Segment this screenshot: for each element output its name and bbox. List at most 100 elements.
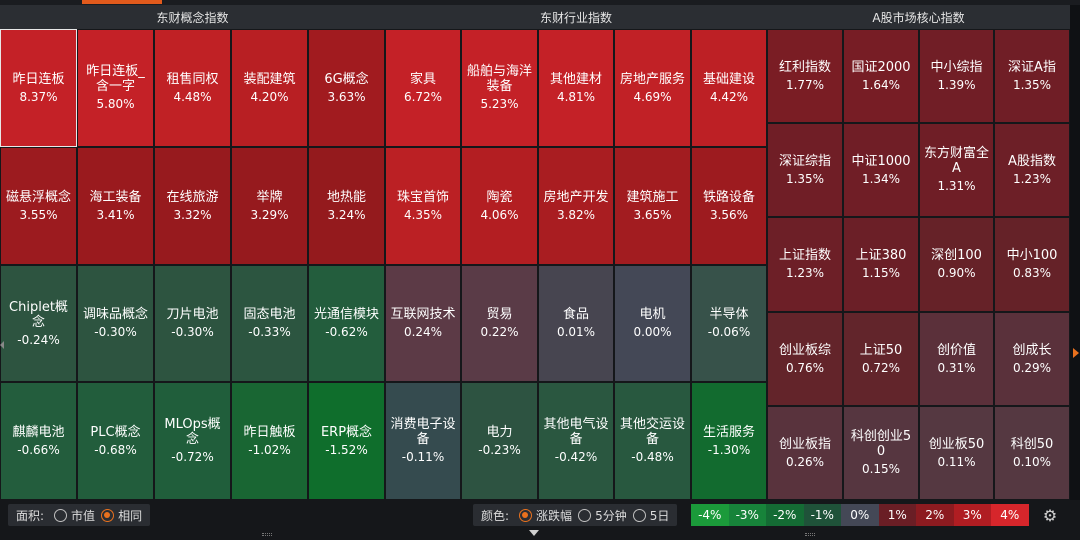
tile-change-pct: 0.90% (937, 266, 976, 280)
tile-change-pct: 0.29% (1012, 360, 1052, 375)
heatmap-tile[interactable]: 中小100 0.83% (994, 217, 1070, 312)
heatmap-tile[interactable]: 家具 6.72% (385, 29, 461, 147)
tile-change-pct: 0.15% (861, 462, 901, 476)
area-option-equal[interactable]: 相同 (101, 507, 142, 524)
heatmap-tile[interactable]: 基础建设 4.42% (691, 29, 767, 147)
tile-change-pct: 1.15% (861, 266, 901, 280)
heatmap-tile[interactable]: ERP概念 -1.52% (308, 382, 385, 500)
tile-change-pct: -0.62% (325, 325, 368, 339)
heatmap-tile[interactable]: 红利指数 1.77% (767, 29, 843, 123)
heatmap-tile[interactable]: 创业板50 0.11% (919, 406, 994, 500)
color-mode-group: 颜色: 涨跌幅 5分钟 5日 (473, 504, 678, 526)
heatmap-tile[interactable]: 刀片电池 -0.30% (154, 265, 231, 382)
top-tab-strip (0, 0, 1080, 5)
heatmap-tile[interactable]: 船舶与海洋装备 5.23% (461, 29, 538, 147)
color-option-5min[interactable]: 5分钟 (578, 507, 627, 524)
heatmap-tile[interactable]: 上证50 0.72% (843, 312, 919, 406)
heatmap-tile[interactable]: Chiplet概念 -0.24% (0, 265, 77, 382)
heatmap-tile[interactable]: 海工装备 3.41% (77, 147, 154, 265)
area-mode-label: 面积: (16, 508, 45, 523)
tile-name: 建筑施工 (626, 189, 679, 205)
heatmap-tile[interactable]: 其他交运设备 -0.48% (614, 382, 691, 500)
heatmap-tile[interactable]: 深证A指 1.35% (994, 29, 1070, 123)
heatmap-tile[interactable]: 深证综指 1.35% (767, 123, 843, 217)
tile-name: 电机 (639, 307, 666, 322)
gear-icon[interactable]: ⚙ (1042, 505, 1058, 525)
heatmap-tile[interactable]: 创业板指 0.26% (767, 406, 843, 500)
resize-grip-icon[interactable] (805, 533, 815, 536)
heatmap-tile[interactable]: 6G概念 3.63% (308, 29, 385, 147)
heatmap-tile[interactable]: 深创100 0.90% (919, 217, 994, 312)
heatmap-tile[interactable]: 陶瓷 4.06% (461, 147, 538, 265)
heatmap-tile[interactable]: 互联网技术 0.24% (385, 265, 461, 382)
heatmap-tile[interactable]: 上证指数 1.23% (767, 217, 843, 312)
heatmap-tile[interactable]: PLC概念 -0.68% (77, 382, 154, 500)
tile-change-pct: -0.66% (17, 442, 60, 457)
tile-change-pct: -0.24% (17, 332, 60, 347)
heatmap-tile[interactable]: 在线旅游 3.32% (154, 147, 231, 265)
tile-name: 贸易 (486, 307, 513, 322)
expand-down-icon[interactable] (529, 530, 539, 536)
tile-change-pct: 3.56% (709, 207, 749, 222)
heatmap-tile[interactable]: 贸易 0.22% (461, 265, 538, 382)
heatmap-tile[interactable]: 其他建材 4.81% (538, 29, 614, 147)
heatmap-tile[interactable]: 装配建筑 4.20% (231, 29, 308, 147)
color-option-5day[interactable]: 5日 (632, 507, 669, 524)
heatmap-tile[interactable]: 创成长 0.29% (994, 312, 1070, 406)
heatmap-tile[interactable]: 举牌 3.29% (231, 147, 308, 265)
tile-name: 装配建筑 (243, 71, 296, 87)
heatmap-tile[interactable]: 房地产服务 4.69% (614, 29, 691, 147)
heatmap-tile[interactable]: 昨日连板 8.37% (0, 29, 77, 147)
legend-swatch: 2% (916, 504, 954, 526)
heatmap-tile[interactable]: 创业板综 0.76% (767, 312, 843, 406)
radio-icon (54, 508, 68, 522)
color-option-change-pct[interactable]: 涨跌幅 (519, 507, 572, 524)
heatmap-tile[interactable]: 电机 0.00% (614, 265, 691, 382)
heatmap-tile[interactable]: 固态电池 -0.33% (231, 265, 308, 382)
tile-change-pct: 0.01% (556, 325, 596, 339)
heatmap-tile[interactable]: 国证2000 1.64% (843, 29, 919, 123)
heatmap-tile[interactable]: 铁路设备 3.56% (691, 147, 767, 265)
panel-core-index: A股市场核心指数 红利指数 1.77% 国证2000 1.64% 中小综指 1.39% 深证… (767, 5, 1070, 500)
tile-change-pct: 3.29% (250, 207, 289, 222)
collapse-left-icon[interactable] (0, 341, 4, 349)
heatmap-tile[interactable]: 地热能 3.24% (308, 147, 385, 265)
heatmap-tile[interactable]: 其他电气设备 -0.42% (538, 382, 614, 500)
heatmap-tile[interactable]: 东方财富全A 1.31% (919, 123, 994, 217)
heatmap-tile[interactable]: 租售同权 4.48% (154, 29, 231, 147)
heatmap-tile[interactable]: 科创50 0.10% (994, 406, 1070, 500)
expand-right-icon[interactable] (1073, 348, 1079, 358)
heatmap-tile[interactable]: A股指数 1.23% (994, 123, 1070, 217)
radio-icon (632, 508, 646, 522)
heatmap-tile[interactable]: MLOps概念 -0.72% (154, 382, 231, 500)
heatmap-tile[interactable]: 房地产开发 3.82% (538, 147, 614, 265)
heatmap-tile[interactable]: 半导体 -0.06% (691, 265, 767, 382)
heatmap-tile[interactable]: 上证380 1.15% (843, 217, 919, 312)
area-option-market-cap[interactable]: 市值 (54, 507, 95, 524)
heatmap-tile[interactable]: 中证1000 1.34% (843, 123, 919, 217)
legend-swatch: -3% (728, 504, 766, 526)
tile-name: 昨日触板 (243, 424, 296, 440)
tile-name: 光通信模块 (313, 307, 379, 322)
heatmap-tile[interactable]: 生活服务 -1.30% (691, 382, 767, 500)
panel-title: A股市场核心指数 (767, 5, 1070, 29)
heatmap-tile[interactable]: 磁悬浮概念 3.55% (0, 147, 77, 265)
heatmap-tile[interactable]: 科创创业50 0.15% (843, 406, 919, 500)
heatmap-tile[interactable]: 食品 0.01% (538, 265, 614, 382)
heatmap-tile[interactable]: 珠宝首饰 4.35% (385, 147, 461, 265)
heatmap-tile[interactable]: 中小综指 1.39% (919, 29, 994, 123)
heatmap-tile[interactable]: 麒麟电池 -0.66% (0, 382, 77, 500)
heatmap-tile[interactable]: 建筑施工 3.65% (614, 147, 691, 265)
heatmap-tile[interactable]: 消费电子设备 -0.11% (385, 382, 461, 500)
heatmap-tile[interactable]: 电力 -0.23% (461, 382, 538, 500)
heatmap-tile[interactable]: 创价值 0.31% (919, 312, 994, 406)
tile-change-pct: -0.48% (631, 450, 674, 464)
heatmap-tile[interactable]: 昨日触板 -1.02% (231, 382, 308, 500)
tile-change-pct: 3.65% (633, 207, 672, 222)
tile-change-pct: 3.63% (327, 89, 366, 104)
resize-grip-icon[interactable] (262, 533, 272, 536)
heatmap-tile[interactable]: 光通信模块 -0.62% (308, 265, 385, 382)
heatmap-tile[interactable]: 调味品概念 -0.30% (77, 265, 154, 382)
tile-name: 科创50 (1010, 436, 1054, 452)
heatmap-tile[interactable]: 昨日连板_含一字 5.80% (77, 29, 154, 147)
